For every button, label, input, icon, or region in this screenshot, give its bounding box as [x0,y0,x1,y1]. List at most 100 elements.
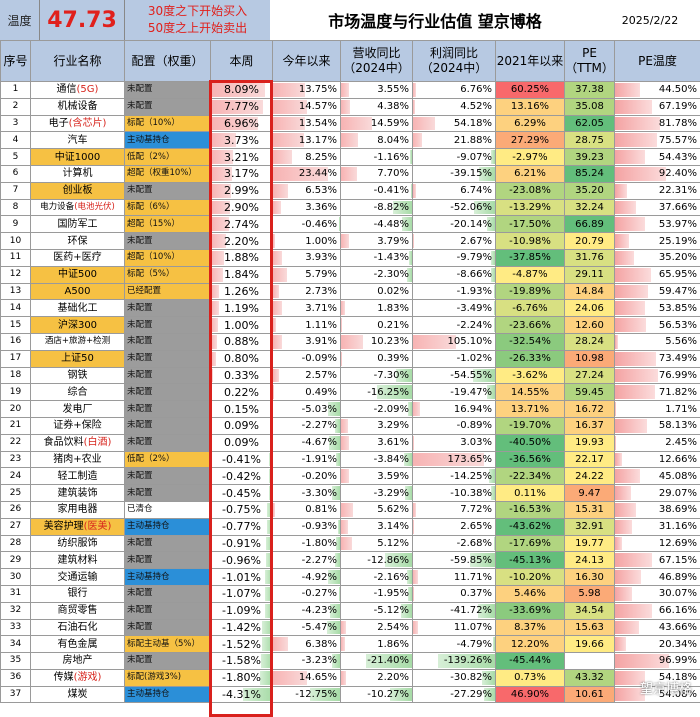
since-2021-value: 60.25% [510,84,550,96]
industry-name: 传媒 [53,672,74,684]
revenue-yoy-value: -12.86% [367,554,409,566]
pe-temperature-bar [615,620,640,635]
pe-temperature-value: 44.50% [658,84,697,96]
profit-yoy-bar [413,519,415,534]
table-row: 13 A500 已经配置 1.26% 2.73% 0.02% -1.93% -19.89% 14… [0,282,700,301]
buy-rule: 30度之下开始买入 [147,4,248,18]
ytd-change-bar [273,267,287,282]
revenue-yoy-bar [401,603,412,618]
ytd-change-bar [273,150,293,164]
since-2021-cell: 27.29% [495,131,565,150]
row-index: 17 [0,349,31,368]
profit-yoy-cell: -1.02% [412,349,496,368]
ytd-change-value: 13.75% [298,84,337,96]
column-header: 行业名称 [30,40,125,82]
this-week-bar [211,133,237,148]
ytd-change-bar [273,166,328,181]
this-week-bar [211,116,258,131]
pe-temperature-value: 54.43% [658,151,697,163]
pe-temperature-value: 65.95% [658,269,697,281]
revenue-yoy-bar [377,385,412,400]
ytd-change-value: 13.54% [298,117,337,129]
this-week-bar [211,99,264,114]
pe-temperature-value: 76.99% [658,369,697,381]
pe-ttm-cell: 32.24 [564,198,615,217]
this-week-cell: -1.01% [210,568,273,586]
industry-name: 机械设备 [57,101,98,113]
row-index: 8 [0,198,31,217]
this-week-value: 2.90% [224,200,259,214]
ytd-change-cell: 14.65% [272,668,341,687]
table-row: 3 电子(含芯片) 标配（10%） 6.96% 13.54% 14.59% 54.18% 6.… [0,114,700,133]
pe-temperature-cell: 12.66% [614,450,700,469]
industry-name-cell: 国防军工 [30,215,125,234]
ytd-change-value: 2.73% [305,285,337,297]
since-2021-value: 13.71% [510,403,550,415]
row-index: 35 [0,652,31,670]
revenue-yoy-value: -3.84% [373,453,409,465]
this-week-value: 1.00% [224,318,259,332]
revenue-yoy-cell: -3.29% [340,484,413,502]
pe-ttm-cell: 9.47 [564,484,615,502]
row-index: 13 [0,282,31,301]
ytd-change-value: -1.91% [301,453,337,465]
profit-yoy-bar [478,166,495,181]
this-week-value: 1.84% [224,268,259,282]
allocation-cell: 未配置 [124,601,211,620]
pe-temperature-value: 43.66% [658,621,697,633]
ytd-change-bar [273,284,280,299]
row-index: 1 [0,81,31,99]
profit-yoy-bar [413,234,415,248]
profit-yoy-value: 2.67% [460,235,492,247]
since-2021-value: -33.69% [509,605,551,617]
this-week-value: 0.22% [224,385,259,399]
since-2021-value: -23.08% [509,185,551,197]
profit-yoy-bar [472,368,495,383]
ytd-change-bar [273,334,283,349]
pe-temperature-value: 1.71% [665,403,697,415]
revenue-yoy-value: -1.16% [373,151,409,163]
industry-name: 猪肉+农业 [53,453,102,465]
allocation-cell: 超配（权重10%） [124,164,211,183]
pe-temperature-bar [615,553,653,568]
profit-yoy-cell: -52.06% [412,198,496,217]
since-2021-value: 6.29% [514,117,546,129]
revenue-yoy-value: 3.14% [377,521,409,533]
profit-yoy-value: 11.07% [453,621,492,633]
this-week-cell: 2.90% [210,198,273,217]
profit-yoy-bar [491,150,495,164]
table-row: 18 钢铁 未配置 0.33% 2.57% -7.30% -54.55% -3.62% 27.2… [0,366,700,385]
table-row: 33 石油石化 未配置 -1.42% -5.47% 2.54% 11.07% 8.37% 15.… [0,618,700,637]
allocation-cell: 未配置 [124,366,211,385]
profit-yoy-bar [413,435,415,450]
revenue-yoy-cell: -8.82% [340,198,413,217]
row-index: 28 [0,534,31,553]
profit-yoy-value: 173.65% [447,453,493,465]
ytd-change-bar [273,133,304,148]
since-2021-cell: -10.20% [495,568,565,586]
industry-name: 通信 [56,84,77,96]
since-2021-cell: -33.69% [495,601,565,620]
since-2021-value: -32.54% [509,336,551,348]
profit-yoy-bar [487,385,495,400]
ytd-change-bar [273,99,308,114]
profit-yoy-value: -139.26% [443,655,492,667]
revenue-yoy-cell: 8.04% [340,131,413,150]
allocation-cell: 未配置 [124,652,211,670]
ytd-change-value: 1.00% [305,235,337,247]
profit-yoy-cell: 4.52% [412,97,496,116]
revenue-yoy-cell: 0.02% [340,282,413,301]
allocation-cell: 未配置 [124,383,211,402]
revenue-yoy-bar [341,301,345,316]
profit-yoy-bar [490,486,495,500]
this-week-cell: 2.20% [210,232,273,250]
this-week-value: 3.17% [224,167,259,181]
row-index: 9 [0,215,31,234]
industry-name: 房地产 [62,655,93,667]
ytd-change-value: -5.03% [301,403,337,415]
table-body: 1 通信(5G) 未配置 8.09% 13.75% 3.55% 6.76% 60.25% 37.… [0,81,700,704]
pe-temperature-value: 56.53% [658,319,697,331]
ytd-change-cell: 0.81% [272,500,341,519]
revenue-yoy-bar [341,536,352,551]
revenue-yoy-bar [341,435,349,450]
